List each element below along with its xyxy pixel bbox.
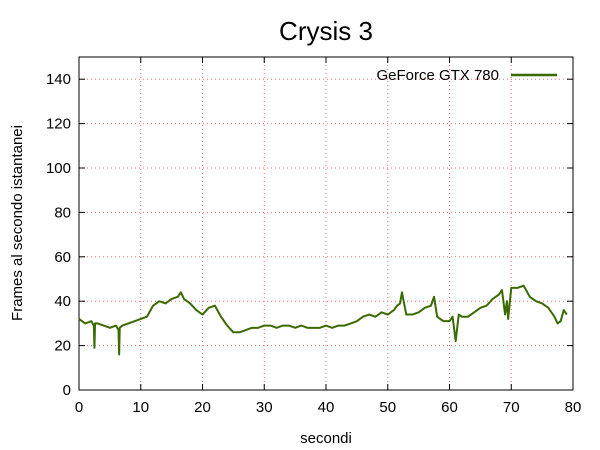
x-tick-label: 80 xyxy=(565,399,582,416)
grid xyxy=(79,57,573,390)
y-tick-label: 40 xyxy=(54,293,71,310)
x-tick-label: 0 xyxy=(75,399,83,416)
y-tick-label: 140 xyxy=(46,71,71,88)
chart-title: Crysis 3 xyxy=(279,16,373,46)
legend: GeForce GTX 780 xyxy=(376,67,557,84)
x-tick-label: 60 xyxy=(441,399,458,416)
y-tick-label: 120 xyxy=(46,116,71,133)
y-tick-label: 0 xyxy=(63,382,71,399)
x-axis-title: secondi xyxy=(300,430,352,447)
y-tick-label: 20 xyxy=(54,338,71,355)
y-axis-title: Frames al secondo istantanei xyxy=(9,125,26,321)
x-tick-label: 20 xyxy=(194,399,211,416)
x-tick-label: 10 xyxy=(132,399,149,416)
y-tick-label: 80 xyxy=(54,204,71,221)
x-tick-label: 40 xyxy=(318,399,335,416)
legend-label-geforce-gtx-780: GeForce GTX 780 xyxy=(376,67,499,84)
plot-frame xyxy=(78,56,574,391)
series-layer xyxy=(78,284,568,356)
y-tick-label: 60 xyxy=(54,249,71,266)
series-line-geforce-gtx-780 xyxy=(78,284,568,356)
x-tick-label: 50 xyxy=(379,399,396,416)
y-tick-label: 100 xyxy=(46,160,71,177)
x-tick-label: 30 xyxy=(256,399,273,416)
x-tick-label: 70 xyxy=(503,399,520,416)
ticks: 0 10 20 30 40 50 60 70 80 0 20 40 60 80 100 120 140 xyxy=(46,57,581,416)
